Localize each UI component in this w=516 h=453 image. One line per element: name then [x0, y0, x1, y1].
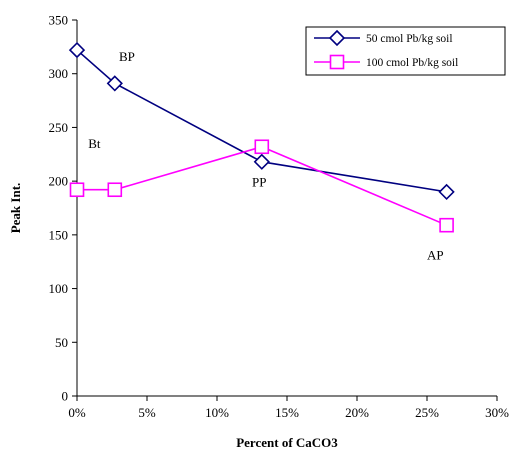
data-point-square	[69, 182, 85, 198]
annotation-label: BP	[119, 49, 135, 64]
x-tick-label: 30%	[485, 405, 509, 420]
annotation-label: AP	[427, 248, 444, 263]
series-2	[69, 139, 454, 233]
y-tick-label: 250	[49, 120, 69, 135]
y-tick-label: 300	[49, 66, 69, 81]
legend-marker	[329, 54, 345, 70]
data-point-diamond	[106, 75, 123, 92]
annotation-label: PP	[252, 175, 266, 190]
annotations: BP Bt PP AP	[88, 49, 443, 263]
plot-area: 0 50 100 150 200 250 300 350 0% 5% 10% 15% 20% 25% 30…	[49, 13, 510, 421]
annotation-label: Bt	[88, 136, 101, 151]
legend-label: 50 cmol Pb/kg soil	[366, 33, 453, 45]
data-point-diamond	[253, 153, 270, 170]
series-line	[76, 49, 447, 193]
series-1	[68, 41, 455, 201]
x-tick-label: 20%	[345, 405, 369, 420]
series-line	[77, 145, 447, 226]
x-axis-ticks: 0% 5% 10% 15% 20% 25% 30%	[68, 396, 509, 420]
data-point-square	[254, 139, 270, 155]
x-tick-label: 0%	[68, 405, 86, 420]
legend: 50 cmol Pb/kg soil 100 cmol Pb/kg soil	[305, 26, 506, 76]
legend-label: 100 cmol Pb/kg soil	[366, 57, 458, 69]
y-tick-label: 0	[62, 389, 69, 404]
x-tick-label: 15%	[275, 405, 299, 420]
data-point-square	[107, 182, 123, 198]
y-tick-label: 200	[49, 174, 69, 189]
y-axis-ticks: 0 50 100 150 200 250 300 350	[49, 13, 77, 404]
series-layer	[68, 41, 455, 233]
x-tick-label: 5%	[138, 405, 156, 420]
x-tick-label: 25%	[415, 405, 439, 420]
y-tick-label: 150	[49, 227, 69, 242]
legend-marker	[328, 29, 346, 47]
data-point-diamond	[68, 41, 86, 59]
x-axis-title: Percent of CaCO3	[236, 435, 338, 450]
y-tick-label: 50	[55, 335, 68, 350]
y-tick-label: 350	[49, 13, 69, 28]
x-tick-label: 10%	[205, 405, 229, 420]
y-tick-label: 100	[49, 281, 69, 296]
y-axis-title: Peak Int.	[8, 183, 23, 234]
data-point-square	[439, 217, 454, 233]
legend-items: 50 cmol Pb/kg soil 100 cmol Pb/kg soil	[314, 29, 458, 70]
data-point-diamond	[438, 183, 455, 201]
